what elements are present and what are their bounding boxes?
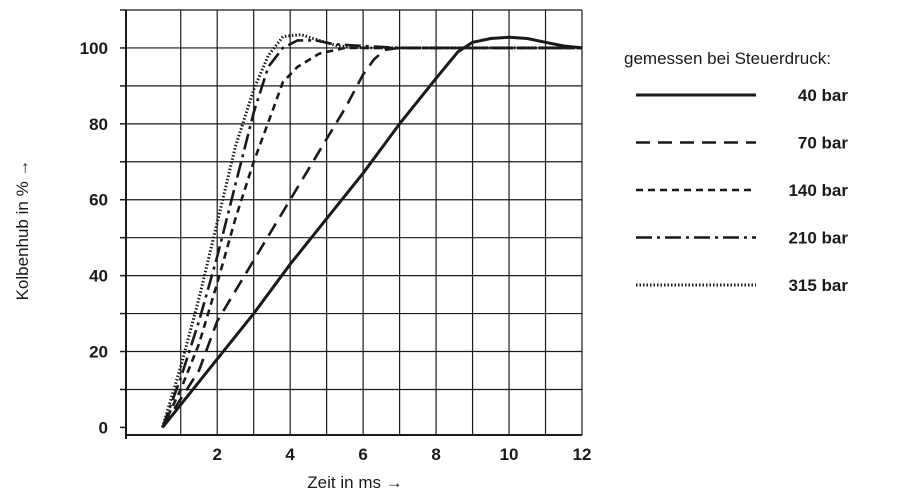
series-line-210-bar [161, 39, 582, 428]
y-tick-label: 100 [80, 39, 108, 58]
legend: gemessen bei Steuerdruck: 40 bar 70 bar 14… [624, 49, 848, 295]
x-tick-label: 12 [573, 445, 592, 464]
legend-label: 140 bar [788, 181, 848, 200]
legend-label: 70 bar [798, 134, 848, 153]
y-tick-label: 60 [89, 191, 108, 210]
y-tick-label: 40 [89, 267, 108, 286]
x-axis-label: Zeit in ms → [307, 473, 402, 492]
x-tick-label: 2 [212, 445, 221, 464]
x-tick-label: 4 [285, 445, 295, 464]
series-line-40-bar [161, 35, 583, 429]
y-axis-label: Kolbenhub in % → [13, 160, 32, 301]
legend-title: gemessen bei Steuerdruck: [624, 49, 831, 68]
x-tick-label: 8 [431, 445, 440, 464]
y-tick-label: 0 [99, 418, 108, 437]
chart-ticks: 2 4 6 8 10 12 0 20 40 60 80 100 [80, 39, 592, 464]
x-tick-label: 10 [500, 445, 519, 464]
chart-axes [120, 9, 582, 439]
series-line-315-bar [161, 33, 582, 428]
y-tick-label: 20 [89, 343, 108, 362]
chart-grid [126, 9, 583, 435]
x-tick-label: 6 [358, 445, 367, 464]
y-tick-label: 80 [89, 115, 108, 134]
legend-label: 40 bar [798, 86, 848, 105]
chart-lines [161, 33, 583, 429]
legend-label: 210 bar [788, 229, 848, 248]
legend-label: 315 bar [788, 276, 848, 295]
series-line-70-bar [161, 46, 582, 429]
